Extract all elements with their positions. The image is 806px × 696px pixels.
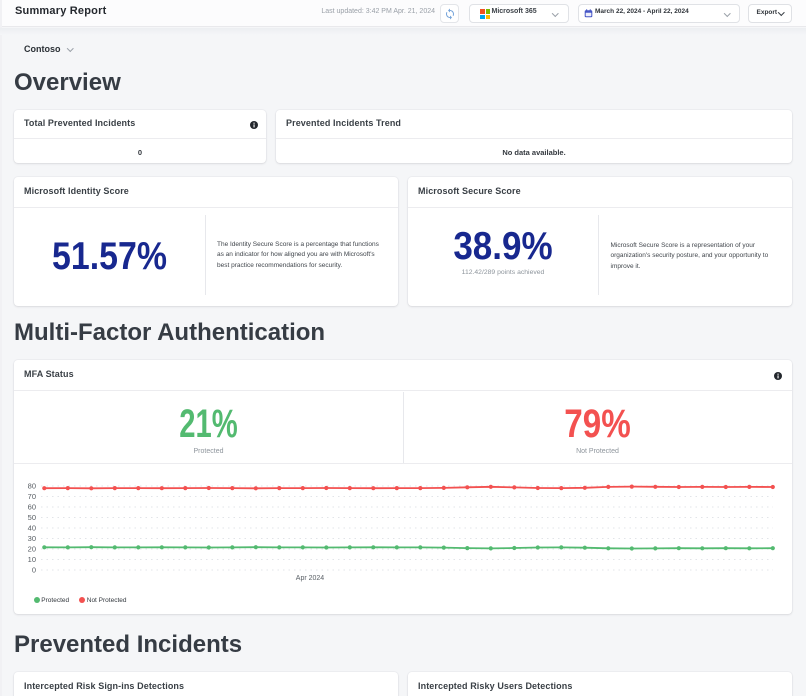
svg-text:40: 40 [28,524,36,533]
svg-text:0: 0 [32,566,36,575]
svg-text:20: 20 [28,545,36,554]
svg-text:80: 80 [28,482,36,491]
svg-text:50: 50 [28,513,36,522]
svg-text:10: 10 [28,555,36,564]
svg-text:60: 60 [28,503,36,512]
svg-text:70: 70 [28,492,36,501]
svg-text:30: 30 [28,534,36,543]
